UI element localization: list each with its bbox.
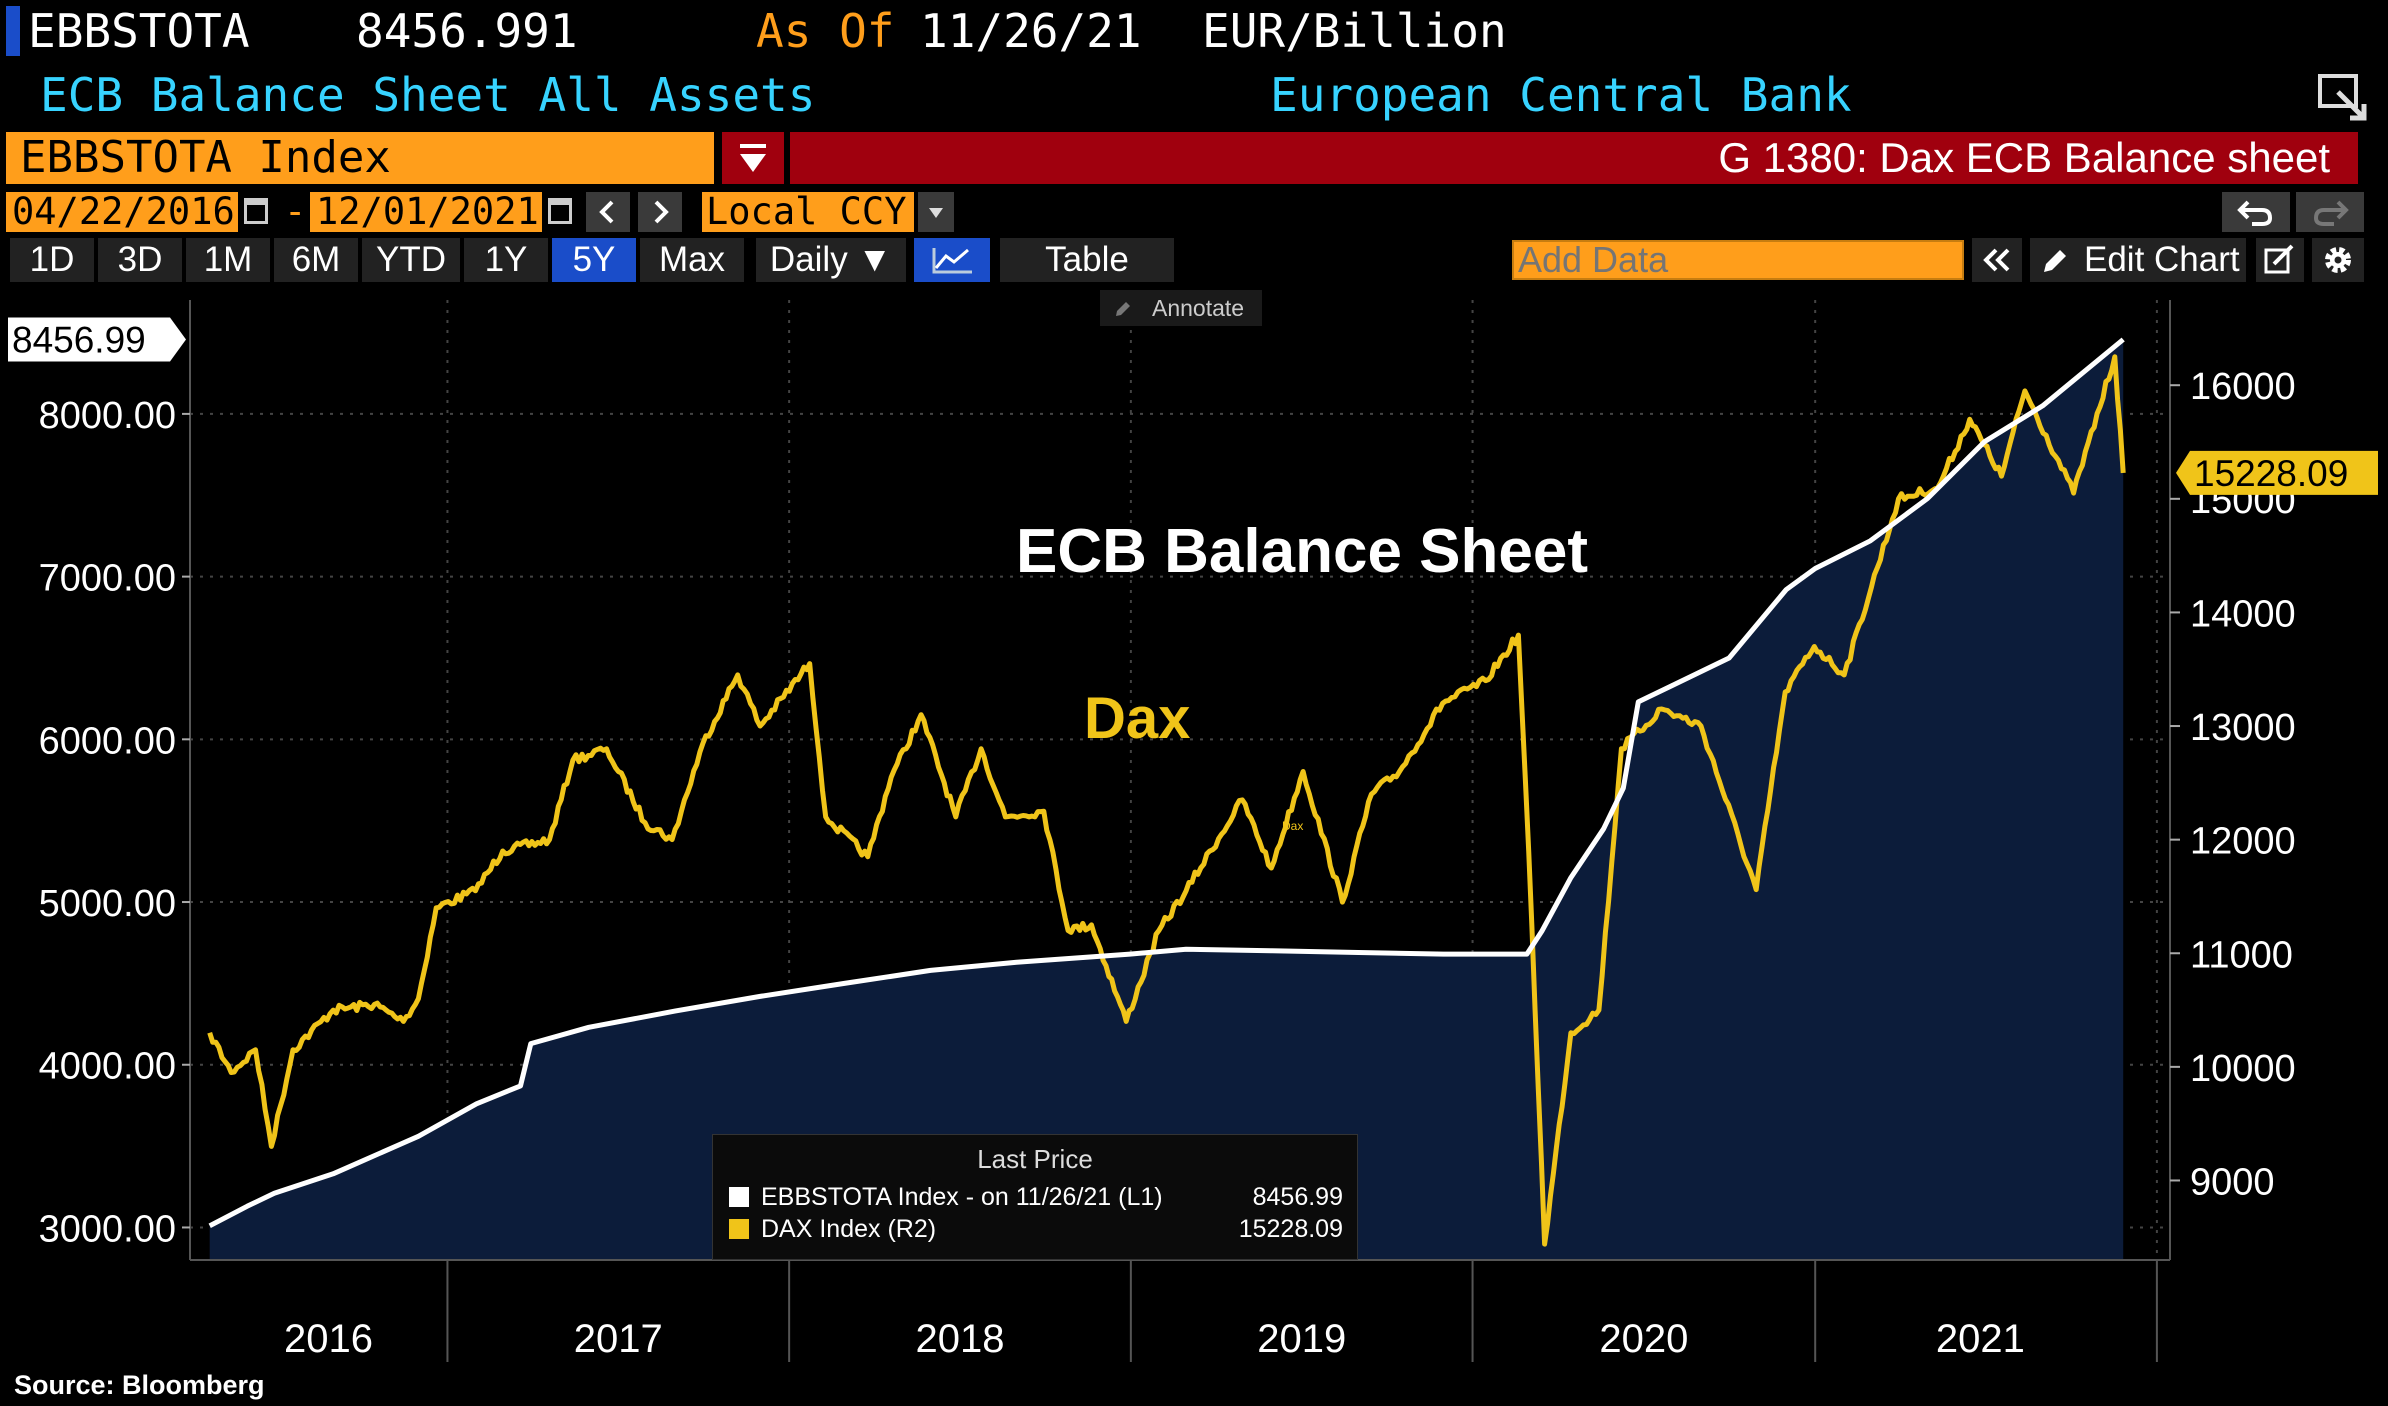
left-last-value-label: 8456.99 <box>12 320 146 361</box>
x-tick-label: 2016 <box>284 1317 373 1361</box>
right-tick-label: 9000 <box>2190 1161 2275 1203</box>
annotate-label: Annotate <box>1152 295 1245 321</box>
dax-line <box>207 354 2126 1247</box>
line-chart-icon <box>932 248 972 274</box>
caret-down-icon <box>929 208 943 218</box>
left-tick-label: 3000.00 <box>39 1208 176 1250</box>
export-button[interactable] <box>2256 238 2304 282</box>
frequency-select[interactable]: Daily ▼ <box>756 238 906 282</box>
legend-title: Last Price <box>977 1144 1093 1174</box>
source-name: European Central Bank <box>1270 68 1852 122</box>
right-tick-label: 13000 <box>2190 707 2296 749</box>
legend-item-dax: DAX Index (R2) <box>761 1215 937 1243</box>
left-tick-label: 6000.00 <box>39 720 176 762</box>
add-data-input[interactable] <box>1512 240 1964 280</box>
ticker-color-marker <box>6 6 20 56</box>
period-tab-6m[interactable]: 6M <box>274 238 358 282</box>
period-tab-1y[interactable]: 1Y <box>464 238 548 282</box>
x-tick-label: 2019 <box>1257 1317 1346 1361</box>
left-tick-label: 5000.00 <box>39 883 176 925</box>
undo-button[interactable] <box>2222 192 2290 232</box>
security-field[interactable]: EBBSTOTA Index <box>6 132 714 184</box>
left-last-value-tag: 8456.99 <box>8 317 186 362</box>
legend-item-ecb: EBBSTOTA Index - on 11/26/21 (L1) <box>761 1183 1163 1211</box>
chart-title-bar: G 1380: Dax ECB Balance sheet <box>790 132 2358 184</box>
annotate-button[interactable]: Annotate <box>1100 290 1262 326</box>
currency-select[interactable]: Local CCY <box>702 192 914 232</box>
period-tab-1d[interactable]: 1D <box>10 238 94 282</box>
end-date-text: 12/01/2021 <box>316 190 539 233</box>
currency-text: Local CCY <box>706 190 907 233</box>
chevron-left-icon <box>599 200 614 224</box>
edit-chart-button[interactable]: Edit Chart <box>2030 238 2246 282</box>
right-tick-label: 12000 <box>2190 821 2296 863</box>
ecb-balance-sheet-area <box>209 339 2124 1260</box>
security-dropdown-button[interactable] <box>722 132 784 184</box>
right-tick-label: 16000 <box>2190 366 2296 408</box>
right-tick-label: 14000 <box>2190 593 2296 635</box>
source-footer: Source: Bloomberg <box>14 1370 265 1400</box>
ecb-balance-sheet-line <box>208 337 2125 1229</box>
period-tab-1m[interactable]: 1M <box>186 238 270 282</box>
prev-period-button[interactable] <box>586 192 630 232</box>
ecb-annotation: ECB Balance Sheet <box>1016 517 1588 586</box>
pencil-icon <box>1116 302 1130 316</box>
right-last-value-tag: 15228.09 <box>2176 450 2378 495</box>
start-date-text: 04/22/2016 <box>12 190 235 233</box>
table-button[interactable]: Table <box>1000 238 1174 282</box>
period-tab-max[interactable]: Max <box>640 238 744 282</box>
right-tick-label: 10000 <box>2190 1048 2296 1090</box>
x-tick-label: 2021 <box>1936 1317 2025 1361</box>
legend-value-ecb: 8456.99 <box>1252 1183 1343 1211</box>
period-tab-ytd[interactable]: YTD <box>362 238 460 282</box>
unit-label: EUR/Billion <box>1202 4 1507 58</box>
chart-title: G 1380: Dax ECB Balance sheet <box>1718 134 2330 181</box>
left-tick-label: 4000.00 <box>39 1046 176 1088</box>
x-tick-label: 2020 <box>1599 1317 1688 1361</box>
end-date-field[interactable]: 12/01/2021 <box>310 192 542 232</box>
start-calendar-icon[interactable] <box>244 198 268 224</box>
left-tick-label: 8000.00 <box>39 395 176 437</box>
last-value: 8456.991 <box>356 4 578 58</box>
legend-swatch-ecb <box>729 1187 749 1207</box>
double-chevron-left-icon <box>1983 248 2010 272</box>
chart-type-button[interactable] <box>914 238 990 282</box>
security-field-text: EBBSTOTA Index <box>20 132 391 183</box>
right-last-value-label: 15228.09 <box>2194 453 2348 494</box>
left-tick-label: 7000.00 <box>39 558 176 600</box>
undo-icon <box>2237 200 2273 226</box>
x-tick-label: 2017 <box>574 1317 663 1361</box>
pencil-icon <box>2044 250 2066 272</box>
as-of-label: As Of <box>756 4 895 58</box>
redo-button[interactable] <box>2296 192 2364 232</box>
chevron-right-icon <box>654 200 669 224</box>
export-icon <box>2264 244 2294 274</box>
edit-chart-label: Edit Chart <box>2084 240 2240 279</box>
gear-icon <box>2325 247 2351 273</box>
date-separator: - <box>284 190 307 233</box>
popout-icon[interactable] <box>2316 72 2372 124</box>
settings-button[interactable] <box>2312 238 2364 282</box>
legend-swatch-dax <box>729 1219 749 1239</box>
legend-value-dax: 15228.09 <box>1238 1215 1343 1243</box>
right-tick-label: 11000 <box>2190 934 2293 976</box>
end-calendar-icon[interactable] <box>548 198 572 224</box>
period-tab-3d[interactable]: 3D <box>98 238 182 282</box>
dax-annotation: Dax <box>1084 686 1190 751</box>
as-of-date: 11/26/21 <box>920 4 1142 58</box>
legend: Last Price EBBSTOTA Index - on 11/26/21 … <box>712 1134 1358 1260</box>
series-description: ECB Balance Sheet All Assets <box>40 68 816 122</box>
x-tick-label: 2018 <box>916 1317 1005 1361</box>
redo-icon <box>2313 200 2349 226</box>
start-date-field[interactable]: 04/22/2016 <box>6 192 238 232</box>
next-period-button[interactable] <box>638 192 682 232</box>
period-tab-5y[interactable]: 5Y <box>552 238 636 282</box>
filter-icon <box>740 144 766 172</box>
dax-small-annotation: Dax <box>1282 819 1303 833</box>
collapse-button[interactable] <box>1972 238 2022 282</box>
ticker: EBBSTOTA <box>28 4 250 58</box>
currency-dropdown-button[interactable] <box>918 192 954 232</box>
